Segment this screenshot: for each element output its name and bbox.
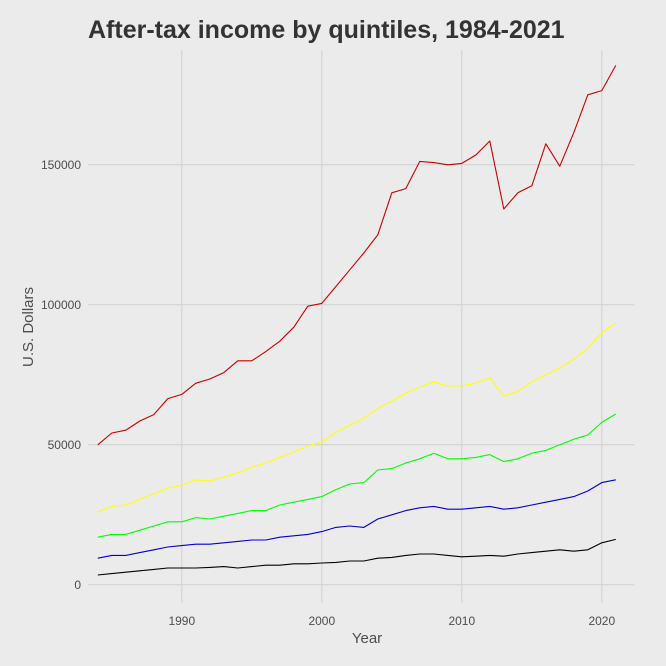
tick-labels: 1990 2000 2010 2020 0 50000 100000 150000 bbox=[41, 158, 616, 628]
x-tick-label: 1990 bbox=[168, 614, 195, 628]
series-line-5 bbox=[97, 538, 616, 576]
series-line-4 bbox=[97, 479, 616, 559]
series-line-2 bbox=[97, 322, 617, 513]
y-tick-label: 0 bbox=[74, 578, 81, 592]
series-lines bbox=[97, 65, 617, 576]
x-tick-label: 2010 bbox=[448, 614, 475, 628]
y-tick-label: 150000 bbox=[41, 158, 81, 172]
y-axis-title: U.S. Dollars bbox=[20, 287, 37, 367]
x-axis-title: Year bbox=[352, 630, 382, 647]
chart-title: After-tax income by quintiles, 1984-2021 bbox=[88, 16, 565, 44]
gridlines bbox=[88, 50, 634, 603]
series-line-1 bbox=[97, 65, 617, 446]
x-tick-label: 2020 bbox=[588, 614, 615, 628]
y-tick-label: 50000 bbox=[48, 438, 82, 452]
series-line-3 bbox=[97, 413, 617, 538]
x-tick-label: 2000 bbox=[308, 614, 335, 628]
y-tick-label: 100000 bbox=[41, 298, 81, 312]
